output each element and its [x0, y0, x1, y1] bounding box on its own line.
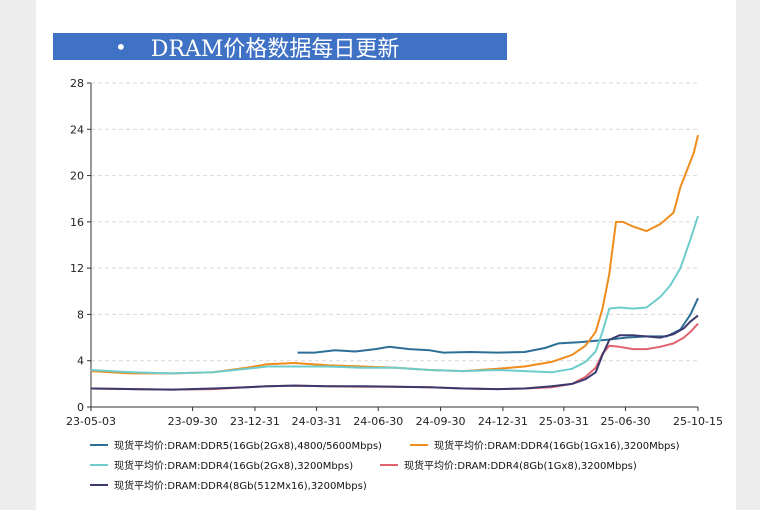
y-tick-label: 28: [70, 77, 84, 90]
legend-item: 现货平均价:DRAM:DDR5(16Gb(2Gx8),4800/5600Mbps…: [90, 437, 382, 452]
legend-label: 现货平均价:DRAM:DDR4(8Gb(1Gx8),3200Mbps): [404, 461, 637, 472]
title-bullet: •: [115, 34, 127, 59]
y-tick-label: 20: [70, 170, 84, 183]
series-line-1: [297, 297, 699, 354]
x-tick-label: 23-05-03: [66, 415, 116, 428]
legend-item: 现货平均价:DRAM:DDR4(16Gb(2Gx8),3200Mbps): [90, 457, 353, 472]
legend-swatch: [90, 483, 108, 486]
legend-item: 现货平均价:DRAM:DDR4(8Gb(1Gx8),3200Mbps): [380, 457, 637, 472]
x-tick-label: 24-06-30: [353, 415, 403, 428]
legend-swatch: [410, 443, 428, 446]
x-tick-label: 23-12-31: [230, 415, 280, 428]
legend-swatch: [90, 443, 108, 446]
x-tick-label: 24-12-31: [478, 415, 528, 428]
title-banner: • DRAM价格数据每日更新: [53, 33, 507, 62]
legend-swatch: [380, 463, 398, 466]
chart-panel: [36, 0, 736, 510]
y-tick-label: 4: [77, 355, 84, 368]
x-tick-label: 24-03-31: [292, 415, 342, 428]
x-tick-label: 25-06-30: [601, 415, 651, 428]
page-title: DRAM价格数据每日更新: [150, 36, 400, 62]
x-tick-label: 25-10-15: [673, 415, 723, 428]
x-tick-label: 23-09-30: [168, 415, 218, 428]
y-tick-label: 0: [77, 401, 84, 414]
legend-item: 现货平均价:DRAM:DDR4(16Gb(1Gx16),3200Mbps): [410, 437, 680, 452]
series-line-5: [90, 314, 699, 391]
legend-label: 现货平均价:DRAM:DDR4(8Gb(512Mx16),3200Mbps): [114, 481, 367, 492]
series-line-3: [90, 215, 699, 375]
y-tick-label: 12: [70, 262, 84, 275]
y-tick-label: 8: [77, 308, 84, 321]
legend-label: 现货平均价:DRAM:DDR4(16Gb(1Gx16),3200Mbps): [434, 441, 680, 452]
legend-label: 现货平均价:DRAM:DDR5(16Gb(2Gx8),4800/5600Mbps…: [114, 441, 382, 452]
x-tick-label: 25-03-31: [539, 415, 589, 428]
y-tick-label: 16: [70, 216, 84, 229]
y-tick-label: 24: [70, 123, 84, 136]
x-tick-label: 24-09-30: [416, 415, 466, 428]
series-line-4: [90, 323, 699, 391]
legend-label: 现货平均价:DRAM:DDR4(16Gb(2Gx8),3200Mbps): [114, 461, 354, 472]
legend-item: 现货平均价:DRAM:DDR4(8Gb(512Mx16),3200Mbps): [90, 477, 367, 492]
legend-swatch: [90, 463, 108, 466]
series-line-2: [90, 134, 699, 375]
